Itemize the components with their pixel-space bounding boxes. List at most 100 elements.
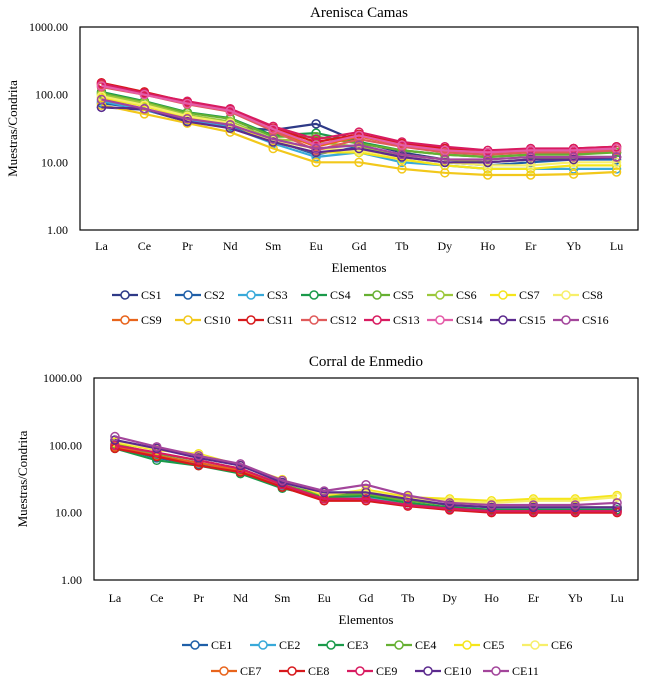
legend-entry: CE7 [211, 664, 261, 678]
data-point [152, 442, 162, 452]
chart-1: Arenisca Camas 1.00 10.00 100.00 1000.00 La Ce… [5, 5, 639, 327]
x-tick-label: Tb [395, 239, 408, 253]
data-point [483, 147, 493, 158]
legend-swatch-marker [183, 290, 193, 300]
data-point [483, 157, 493, 168]
legend-swatch-marker [183, 315, 193, 325]
legend: CE1 CE2 CE3 CE4 CE5 CE6 CE7 CE8 CE9 CE10 CE11 [182, 638, 572, 678]
x-tick-label: Lu [610, 239, 623, 253]
data-point [96, 94, 107, 105]
data-point [110, 435, 120, 445]
data-point [268, 124, 278, 134]
legend-label: CS10 [204, 313, 231, 327]
data-point [611, 167, 622, 177]
x-tick-label: La [95, 239, 108, 253]
data-point [235, 459, 246, 469]
data-point [225, 105, 235, 116]
legend-swatch-marker [561, 290, 571, 300]
legend-label: CE3 [347, 638, 368, 652]
legend-swatch-marker [435, 290, 445, 300]
data-point [403, 500, 413, 510]
legend-entry: CE5 [454, 638, 504, 652]
series-CE11 [110, 431, 622, 510]
legend-swatch-marker [309, 290, 319, 300]
x-tick-label: Pr [193, 591, 204, 605]
legend-entry: CE11 [483, 664, 539, 678]
legend-label: CE5 [483, 638, 504, 652]
series-line [101, 95, 617, 167]
data-point [182, 114, 193, 124]
legend-swatch-marker [190, 640, 200, 650]
data-point [528, 500, 539, 510]
x-tick-label: La [109, 591, 122, 605]
legend-label: CS4 [330, 288, 351, 302]
data-point [486, 500, 497, 510]
data-point [268, 143, 278, 154]
legend-entry: CS3 [238, 288, 288, 302]
chart-2: Corral de Enmedio 1.00 10.00 100.00 1000.00 L… [15, 354, 639, 678]
data-point [182, 98, 193, 109]
x-tick-label: Ce [150, 591, 163, 605]
legend-swatch-marker [435, 315, 445, 325]
x-tick-label: Nd [223, 239, 238, 253]
data-point [354, 157, 364, 168]
legend-swatch-marker [530, 640, 540, 650]
legend-label: CE7 [240, 664, 261, 678]
legend-label: CE11 [512, 664, 539, 678]
data-point [311, 134, 321, 144]
x-tick-label: Eu [317, 591, 330, 605]
data-point [182, 116, 193, 127]
x-tick-label: Ho [484, 591, 499, 605]
legend-entry: CS6 [427, 288, 477, 302]
legend-entry: CS10 [175, 313, 231, 327]
legend-entry: CS8 [553, 288, 603, 302]
data-point [612, 492, 622, 502]
y-tick-label: 10.00 [41, 155, 68, 169]
legend-label: CS1 [141, 288, 162, 302]
x-tick-label: Er [528, 591, 539, 605]
legend-entry: CE1 [182, 638, 232, 652]
data-point [440, 154, 450, 165]
legend-label: CS14 [456, 313, 483, 327]
x-axis-label: Elementos [332, 260, 387, 275]
data-point [568, 145, 579, 156]
data-point [268, 134, 278, 144]
data-point [612, 498, 622, 508]
data-point [193, 451, 204, 461]
legend-swatch-marker [491, 666, 501, 676]
data-point [354, 130, 364, 141]
y-tick-label: 100.00 [49, 438, 82, 452]
series-line [101, 98, 617, 161]
data-point [268, 137, 278, 147]
data-point [525, 145, 536, 156]
x-tick-label: Yb [568, 591, 583, 605]
x-tick-label: Eu [309, 239, 322, 253]
data-point [440, 145, 450, 156]
legend-label: CS8 [582, 288, 603, 302]
data-point [397, 140, 407, 150]
legend-entry: CE9 [347, 664, 397, 678]
data-point [440, 168, 450, 178]
legend-swatch-marker [120, 290, 130, 300]
y-tick-label: 10.00 [55, 506, 82, 520]
y-tick-label: 1.00 [47, 223, 68, 237]
x-tick-label: Dy [438, 239, 453, 253]
y-axis-label: Muestras/Condrita [5, 80, 20, 177]
data-point [311, 119, 321, 129]
data-point [611, 157, 622, 168]
series-CS16 [96, 94, 622, 165]
legend-label: CS7 [519, 288, 540, 302]
data-point [568, 152, 579, 162]
legend-swatch-marker [120, 315, 130, 325]
legend-swatch-marker [394, 640, 404, 650]
legend-entry: CE10 [415, 664, 471, 678]
x-tick-label: Sm [274, 591, 291, 605]
data-point [361, 494, 371, 504]
legend-entry: CS1 [112, 288, 162, 302]
x-tick-label: Ce [138, 239, 151, 253]
data-point [568, 157, 579, 168]
legend-swatch-marker [498, 315, 508, 325]
legend-entry: CS9 [112, 313, 162, 327]
chart-title: Arenisca Camas [310, 5, 408, 21]
